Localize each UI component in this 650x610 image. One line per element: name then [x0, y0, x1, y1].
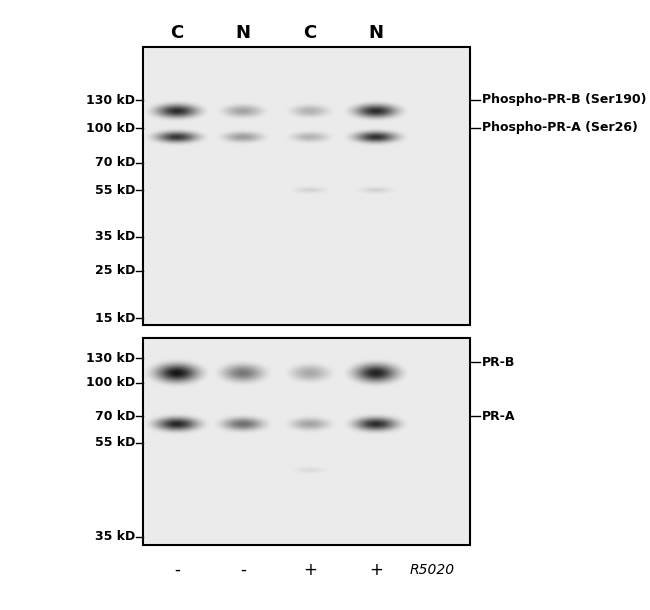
Text: -: - — [174, 561, 180, 579]
Bar — [143, 47, 470, 325]
Text: N: N — [369, 24, 383, 42]
Text: +: + — [369, 561, 383, 579]
Text: -: - — [240, 561, 246, 579]
Text: 15 kD: 15 kD — [95, 312, 135, 325]
Text: Phospho-PR-B (Ser190): Phospho-PR-B (Ser190) — [482, 93, 647, 107]
Text: 70 kD: 70 kD — [95, 409, 135, 423]
Text: 35 kD: 35 kD — [95, 531, 135, 544]
Text: C: C — [304, 24, 317, 42]
Text: +: + — [303, 561, 317, 579]
Text: N: N — [235, 24, 250, 42]
Text: 100 kD: 100 kD — [86, 376, 135, 390]
Text: 55 kD: 55 kD — [95, 437, 135, 450]
Text: PR-A: PR-A — [482, 409, 515, 423]
Text: Phospho-PR-A (Ser26): Phospho-PR-A (Ser26) — [482, 121, 638, 134]
Text: 35 kD: 35 kD — [95, 231, 135, 243]
Text: 130 kD: 130 kD — [86, 351, 135, 365]
Text: 100 kD: 100 kD — [86, 121, 135, 134]
Text: 70 kD: 70 kD — [95, 157, 135, 170]
Text: PR-B: PR-B — [482, 356, 515, 368]
Text: R5020: R5020 — [410, 563, 455, 577]
Text: C: C — [170, 24, 183, 42]
Text: 25 kD: 25 kD — [95, 265, 135, 278]
Text: 55 kD: 55 kD — [95, 184, 135, 196]
Text: 130 kD: 130 kD — [86, 93, 135, 107]
Bar — [143, 338, 470, 545]
